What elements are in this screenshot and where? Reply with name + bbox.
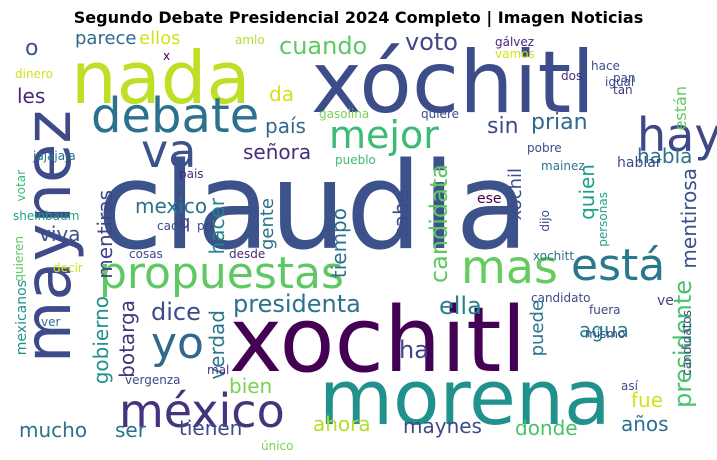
word-habla: habla [637, 144, 693, 168]
word-viva: viva [39, 222, 81, 246]
word-donde: donde [515, 416, 578, 440]
word-gente: gente [257, 198, 278, 251]
word-ese: ese [477, 191, 502, 207]
word-va: va [141, 124, 197, 178]
word-xochitl: xochitl [229, 288, 527, 393]
word-mexicanos: mexicanos [14, 280, 30, 356]
word-mejor: mejor [329, 113, 439, 157]
word-x: x [163, 49, 171, 63]
word-prian: prian [531, 110, 588, 135]
word-ha: ha [399, 336, 429, 364]
word-gálvez: gálvez [495, 35, 535, 49]
word-dinero: dinero [15, 67, 53, 81]
word-ellos: ellos [139, 28, 181, 49]
word-pais: pais [179, 167, 204, 181]
word-ser: ser [115, 418, 146, 442]
word-propuestas: propuestas [99, 248, 344, 299]
word-vergenza: vergenza [125, 373, 181, 387]
word-sin: sin [487, 114, 519, 139]
word-debate: debate [91, 88, 260, 144]
word-vamos: vamos [495, 47, 535, 61]
word-hace: hace [591, 59, 620, 73]
word-pobre: pobre [527, 141, 562, 155]
word-mentiras: mentiras [93, 190, 117, 279]
word-da: da [269, 82, 294, 106]
word-fuera: fuera [589, 303, 621, 317]
word-decir: decir [53, 261, 83, 275]
word-méxico: méxico [119, 384, 285, 438]
word-pan: pan [613, 71, 636, 85]
word-señora: señora [243, 140, 312, 164]
word-ve: ve [657, 293, 674, 309]
word-yo: yo [151, 318, 204, 369]
word-hablar: hablar [617, 155, 662, 171]
word-desde: desde [229, 247, 266, 261]
word-país: país [265, 114, 306, 138]
word-claudia: claudia [97, 138, 529, 277]
word-hay: hay [637, 108, 717, 162]
word-sheinbaum: sheinbaum [13, 209, 80, 223]
word-quiere: quiere [421, 107, 459, 121]
word-dijo: dijo [538, 210, 552, 232]
word-botarga: botarga [115, 300, 139, 378]
word-morena: morena [319, 353, 611, 442]
word-candidatos: candidatos [680, 310, 694, 376]
word-xóchitl: xóchitl [311, 33, 596, 133]
word-igual: igual [605, 75, 635, 89]
word-cosas: cosas [129, 247, 163, 261]
word-ahora: ahora [313, 412, 371, 436]
word-presidenta: presidenta [233, 290, 361, 318]
word-pueblo: pueblo [335, 153, 376, 167]
word-maynes: maynes [403, 414, 482, 438]
word-agua: agua [579, 318, 629, 342]
word-nada: nada [71, 36, 251, 120]
word-xochil: xochil [505, 168, 526, 221]
word-dos: dos [561, 69, 583, 83]
word-mismo: mismo [585, 327, 626, 341]
word-parece: parece [75, 28, 137, 49]
word-tan: tan [613, 83, 633, 97]
word-dice: dice [151, 298, 201, 326]
word-sabe: sabe [389, 190, 413, 238]
word-mucho: mucho [19, 418, 88, 442]
chart-title: Segundo Debate Presidencial 2024 Complet… [73, 8, 644, 27]
word-gasolina: gasolina [319, 107, 370, 121]
word-bien: bien [229, 374, 273, 398]
word-quieren: quieren [12, 236, 26, 282]
word-único: único [261, 439, 294, 453]
word-está: está [571, 240, 666, 291]
word-fue: fue [631, 388, 664, 412]
word-cuando: cuando [279, 32, 368, 60]
word-mexico: mexico [135, 194, 208, 218]
word-amlo: amlo [235, 33, 265, 47]
word-años: años [621, 412, 669, 436]
word-gobierno: gobierno [89, 296, 113, 385]
word-q: q [179, 212, 191, 233]
word-mas: mas [461, 240, 558, 294]
word-ver: ver [41, 315, 61, 329]
word-candidata: candidata [425, 164, 453, 284]
word-mal: mal [207, 363, 230, 377]
word-mainez: mainez [541, 159, 585, 173]
word-cloud: claudia xóchitl xochitl morena nada maynez pro… [11, 28, 717, 454]
word-voto: voto [405, 28, 458, 56]
word-así: así [621, 379, 638, 393]
word-están: están [671, 86, 690, 131]
word-puede: puede [527, 300, 548, 357]
word-tiempo: tiempo [327, 208, 351, 279]
word-mentirosa: mentirosa [677, 168, 701, 269]
word-votar: votar [14, 170, 28, 202]
word-tienen: tienen [179, 416, 243, 440]
word-jajajaja: jajajaja [33, 149, 76, 163]
word-personas: personas [596, 192, 610, 247]
word-o: o [25, 36, 39, 61]
word-les: les [17, 84, 46, 108]
word-candidato: candidato [531, 291, 591, 305]
word-pri: pri [197, 219, 213, 233]
word-ella: ella [439, 292, 482, 320]
word-cada: cada [157, 219, 186, 233]
word-xochitt: xochitt [533, 249, 575, 263]
